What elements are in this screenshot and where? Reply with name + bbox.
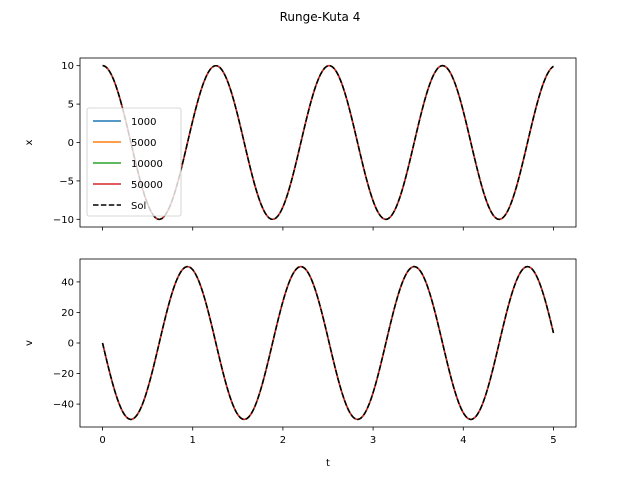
series-line-50000: [101, 265, 555, 421]
x-tick-label: 2: [280, 435, 286, 446]
y-tick-label: 40: [61, 277, 74, 288]
y-tick-label: 0: [68, 339, 74, 350]
series-line-Sol: [101, 265, 555, 421]
subplot-v: 40 20 0 −20 −40 0 1 2 3 4 5 v t: [24, 258, 577, 469]
x-tick-label: 1: [190, 435, 196, 446]
axes-frame: [79, 258, 577, 428]
legend-entry: 50000: [131, 180, 163, 191]
y-tick-label: −10: [53, 215, 74, 226]
legend-box: [86, 107, 182, 217]
legend-entry: 10000: [131, 159, 163, 170]
y-axis-label: x: [24, 139, 35, 145]
y-axis-label: v: [24, 340, 35, 346]
chart-title: Runge-Kuta 4: [280, 10, 361, 24]
legend-entry: 5000: [131, 138, 156, 149]
legend: 1000 5000 10000 50000 Sol: [86, 107, 182, 217]
y-tick-label: 0: [68, 138, 74, 149]
x-tick-label: 4: [460, 435, 466, 446]
x-tick-label: 0: [99, 435, 105, 446]
y-tick-label: −40: [53, 400, 74, 411]
legend-entry: 1000: [131, 117, 156, 128]
x-axis-label: t: [326, 458, 330, 469]
y-tick-label: −5: [59, 176, 74, 187]
y-tick-label: 5: [68, 100, 74, 111]
y-tick-label: 10: [61, 61, 74, 72]
y-tick-label: −20: [53, 369, 74, 380]
x-tick-label: 5: [550, 435, 556, 446]
axes-frame: [79, 57, 577, 228]
y-tick-label: 20: [61, 308, 74, 319]
x-tick-label: 3: [370, 435, 376, 446]
legend-entry: Sol: [131, 201, 146, 212]
